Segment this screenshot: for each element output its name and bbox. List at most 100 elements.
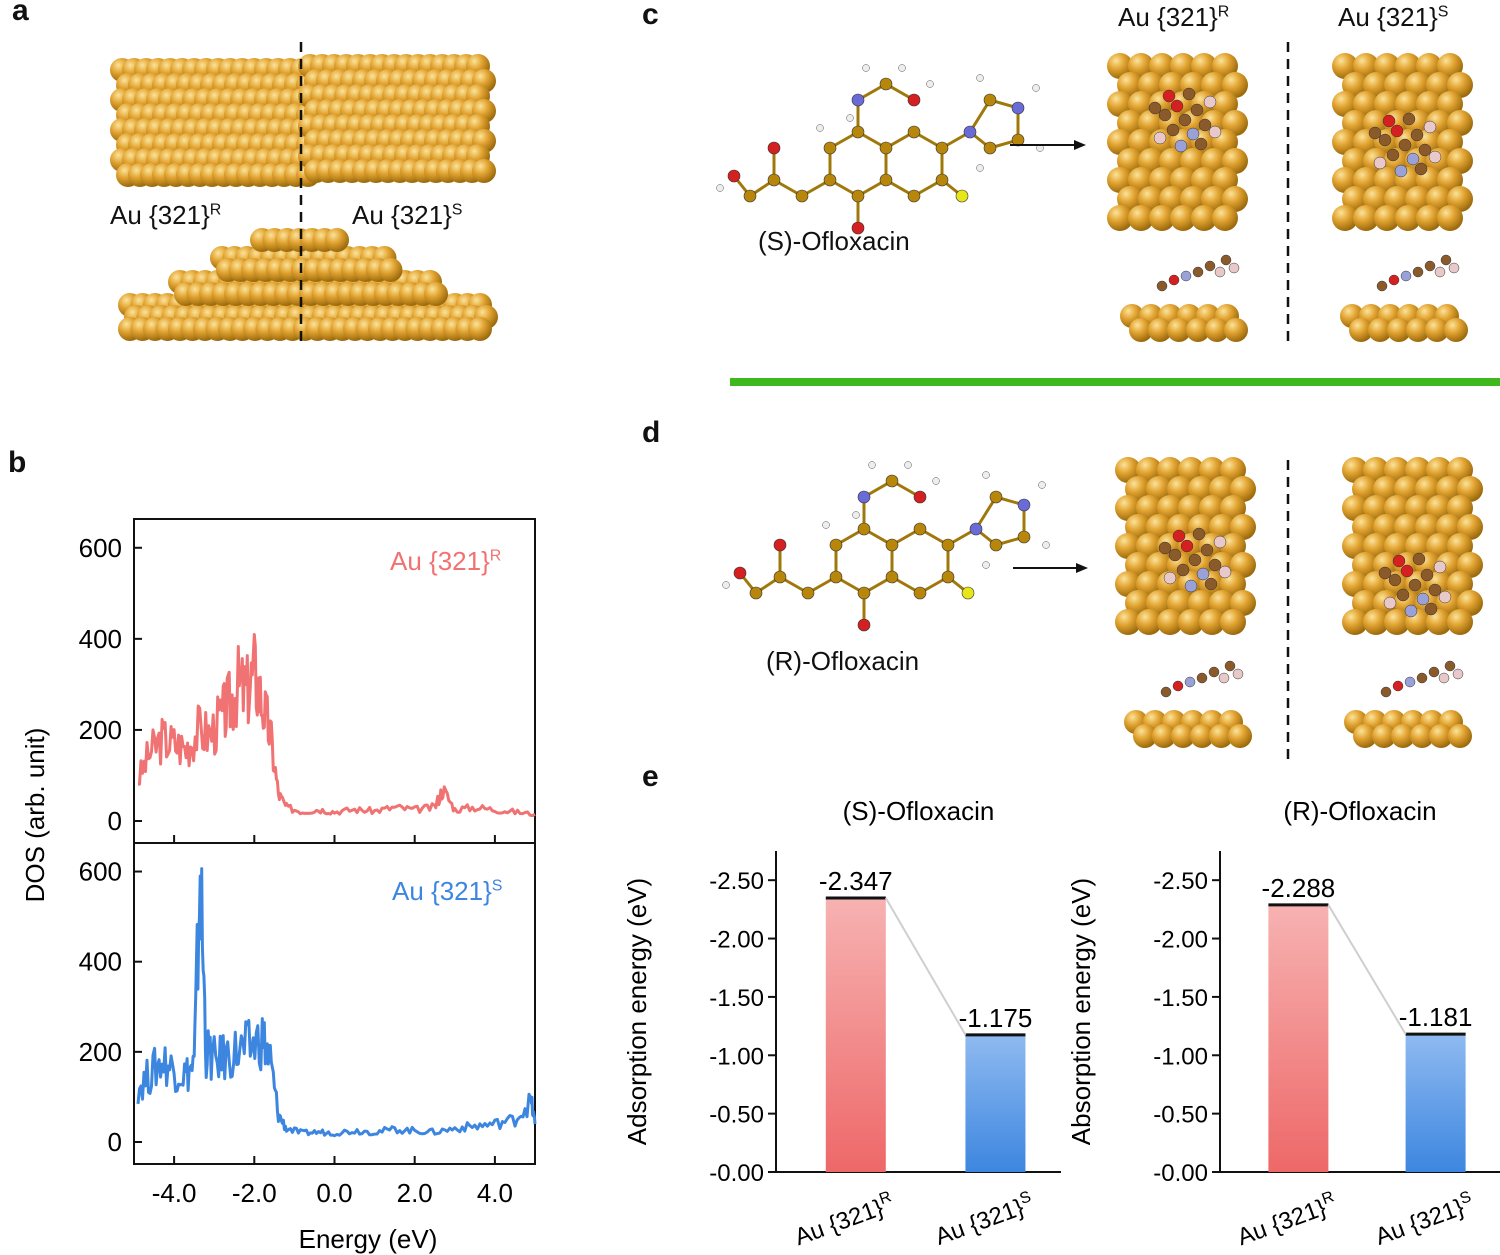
adsorbate-atom	[1182, 87, 1196, 101]
atom	[857, 586, 871, 600]
gold-atom	[1391, 724, 1415, 748]
atom	[1017, 530, 1031, 544]
gold-atom	[1209, 724, 1233, 748]
adsorbate-atom	[1406, 152, 1420, 166]
gold-atom	[1136, 609, 1162, 635]
adsorbate-atom	[1392, 554, 1406, 568]
atom	[857, 618, 871, 632]
gold-atom	[1448, 724, 1472, 748]
hydrogen-atom	[898, 64, 906, 72]
gold-atom	[1133, 724, 1157, 748]
e-bar	[965, 1034, 1026, 1172]
adsorbate-atom	[1184, 579, 1198, 593]
b-ytick-label: 200	[79, 1037, 122, 1067]
hydrogen-atom	[822, 521, 830, 529]
atom	[795, 189, 809, 203]
gold-atom	[1406, 318, 1430, 342]
adsorbate-atom	[1438, 672, 1450, 684]
adsorbate-atom	[1158, 541, 1172, 555]
a-bottom-slab-image	[118, 228, 498, 341]
adsorbate-atom	[1448, 262, 1460, 274]
adsorbate-atom	[1208, 125, 1222, 139]
gold-atom	[1395, 205, 1421, 231]
b-ytick-label: 400	[79, 947, 122, 977]
gold-atom	[1152, 724, 1176, 748]
atom	[879, 173, 893, 187]
a-label-s: Au {321}S	[352, 200, 463, 230]
adsorbate-atom	[1396, 588, 1410, 602]
gold-atom	[1170, 205, 1196, 231]
atom	[989, 490, 1003, 504]
b-ytick-label: 0	[108, 806, 122, 836]
d-slab-s-top-image	[1342, 457, 1483, 635]
atom	[851, 189, 865, 203]
c-arrow-head	[1074, 140, 1086, 150]
atom	[823, 141, 837, 155]
b-xtick-label: -2.0	[232, 1178, 277, 1208]
adsorbate-atom	[1423, 120, 1437, 134]
adsorbate-atom	[1444, 660, 1456, 672]
gold-atom	[1444, 318, 1468, 342]
adsorbate-atom	[1168, 548, 1182, 562]
gold-atom	[1363, 609, 1389, 635]
adsorbate-atom	[1184, 676, 1196, 688]
e-connector	[1327, 904, 1407, 1035]
gold-atom	[1157, 609, 1183, 635]
gold-atom	[1374, 205, 1400, 231]
atom	[851, 93, 865, 107]
adsorbate-atom	[1203, 95, 1217, 109]
adsorbate-atom	[1400, 270, 1412, 282]
d-molecule-name: (R)-Ofloxacin	[766, 646, 920, 676]
b-xtick-label: 0.0	[316, 1178, 352, 1208]
atom	[1017, 498, 1031, 512]
adsorbate-atom	[1224, 660, 1236, 672]
adsorbate-atom	[1376, 280, 1388, 292]
gold-atom	[1425, 318, 1449, 342]
gold-atom	[472, 159, 496, 183]
adsorbate-atom	[1153, 131, 1167, 145]
atom	[983, 141, 997, 155]
c-s-ofloxacin-molecule-image	[716, 64, 1044, 235]
adsorbate-atom	[1220, 254, 1232, 266]
atom	[913, 586, 927, 600]
atom	[801, 586, 815, 600]
gold-atom	[1353, 205, 1379, 231]
atom	[767, 141, 781, 155]
atom	[885, 538, 899, 552]
gold-atom	[1186, 318, 1210, 342]
atom	[767, 173, 781, 187]
c-slab-r-top-image	[1107, 53, 1248, 231]
gold-atom	[1332, 205, 1358, 231]
e-value-label: -1.181	[1399, 1002, 1473, 1032]
adsorbate-atom	[1180, 539, 1194, 553]
adsorbate-atom	[1192, 527, 1206, 541]
gold-atom	[1149, 205, 1175, 231]
e-ytick-label: -0.00	[709, 1160, 764, 1187]
b-xtick-label: -4.0	[152, 1178, 197, 1208]
gold-atom	[1447, 609, 1473, 635]
atom	[773, 538, 787, 552]
hydrogen-atom	[982, 471, 990, 479]
gold-atom	[1191, 205, 1217, 231]
hydrogen-atom	[982, 561, 990, 569]
hydrogen-atom	[816, 124, 824, 132]
hydrogen-atom	[904, 461, 912, 469]
atom	[907, 93, 921, 107]
adsorbate-atom	[1388, 274, 1400, 286]
gold-atom	[1212, 205, 1238, 231]
panel-letter-a: a	[12, 0, 29, 27]
b-dos-r-line	[137, 633, 536, 818]
adsorbate-atom	[1392, 680, 1404, 692]
atom	[941, 570, 955, 584]
b-xtick-label: 4.0	[477, 1178, 513, 1208]
a-label-r: Au {321}R	[110, 200, 222, 230]
gold-atom	[1353, 724, 1377, 748]
atom	[913, 490, 927, 504]
atom	[935, 173, 949, 187]
adsorbate-atom	[1424, 602, 1438, 616]
atom	[857, 522, 871, 536]
adsorbate-atom	[1188, 553, 1202, 567]
e-category-label: Au {321}S	[931, 1188, 1038, 1250]
atom	[907, 125, 921, 139]
